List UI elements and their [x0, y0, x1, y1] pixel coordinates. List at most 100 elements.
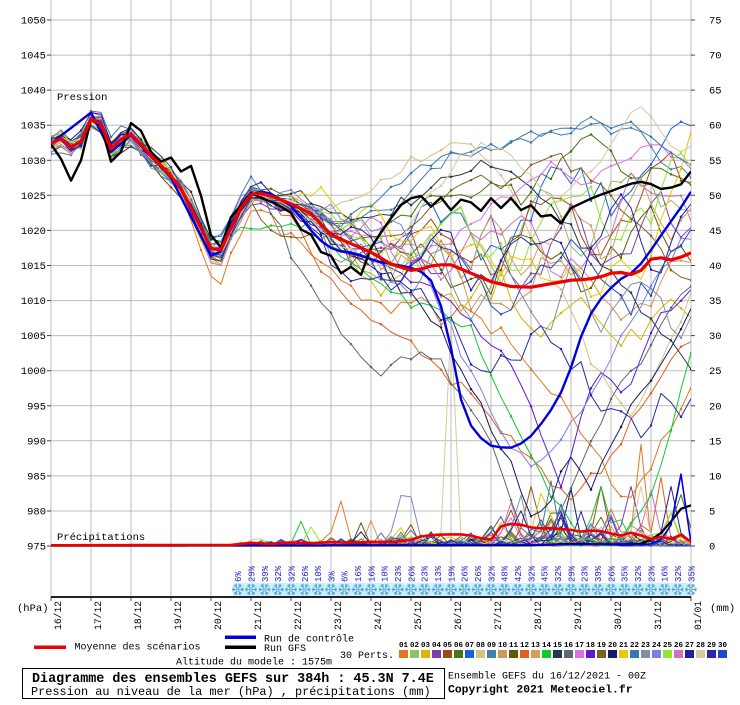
svg-text:22: 22 [630, 642, 640, 650]
svg-text:26%: 26% [474, 565, 484, 582]
svg-text:Copyright 2021 Meteociel.fr: Copyright 2021 Meteociel.fr [448, 685, 633, 697]
svg-text:985: 985 [27, 471, 46, 483]
svg-text:70: 70 [709, 51, 722, 63]
svg-text:32%: 32% [487, 565, 497, 582]
svg-text:1000: 1000 [21, 366, 46, 378]
svg-text:26: 26 [674, 642, 684, 650]
svg-text:26/12: 26/12 [453, 601, 464, 630]
svg-text:Pression: Pression [57, 92, 107, 104]
svg-text:35%: 35% [621, 565, 631, 582]
svg-text:12: 12 [520, 642, 530, 650]
svg-text:15: 15 [709, 436, 722, 448]
svg-text:0: 0 [709, 542, 715, 554]
svg-text:19: 19 [597, 642, 607, 650]
svg-text:29/12: 29/12 [573, 601, 584, 630]
svg-text:20: 20 [608, 642, 618, 650]
svg-text:11: 11 [509, 642, 519, 650]
svg-text:6%: 6% [234, 571, 244, 582]
svg-text:(hPa): (hPa) [17, 603, 49, 615]
svg-text:10%: 10% [381, 565, 391, 582]
svg-text:24: 24 [652, 642, 662, 650]
svg-text:(mm): (mm) [710, 603, 735, 615]
svg-text:48%: 48% [501, 565, 511, 582]
svg-text:1035: 1035 [21, 121, 46, 133]
svg-text:16%: 16% [367, 565, 377, 582]
svg-text:5: 5 [709, 507, 715, 519]
svg-text:26%: 26% [461, 565, 471, 582]
svg-text:1030: 1030 [21, 156, 46, 168]
svg-text:32%: 32% [274, 565, 284, 582]
svg-text:21/12: 21/12 [253, 601, 264, 630]
svg-text:19%: 19% [447, 565, 457, 582]
svg-text:Run de contrôle: Run de contrôle [264, 634, 354, 646]
svg-text:975: 975 [27, 542, 46, 554]
svg-text:30: 30 [718, 642, 728, 650]
svg-text:01/01: 01/01 [693, 601, 704, 630]
svg-text:3%: 3% [327, 571, 337, 582]
svg-text:25: 25 [663, 642, 673, 650]
svg-text:995: 995 [27, 401, 46, 413]
svg-text:32%: 32% [287, 565, 297, 582]
svg-text:Run GFS: Run GFS [264, 644, 306, 655]
svg-text:16%: 16% [661, 565, 671, 582]
svg-text:25: 25 [709, 366, 722, 378]
svg-text:1015: 1015 [21, 261, 46, 273]
svg-text:24/12: 24/12 [373, 601, 384, 630]
svg-text:17/12: 17/12 [93, 601, 104, 630]
svg-text:32%: 32% [674, 565, 684, 582]
svg-text:75: 75 [709, 16, 722, 28]
svg-text:13: 13 [531, 642, 541, 650]
svg-text:10%: 10% [314, 565, 324, 582]
svg-text:23%: 23% [647, 565, 657, 582]
svg-text:25/12: 25/12 [413, 601, 424, 630]
svg-text:60: 60 [709, 121, 722, 133]
svg-text:16: 16 [564, 642, 574, 650]
svg-text:45%: 45% [541, 565, 551, 582]
svg-text:30 Perts.: 30 Perts. [340, 651, 394, 662]
svg-text:02: 02 [410, 642, 420, 650]
svg-text:Pression au niveau de la mer (: Pression au niveau de la mer (hPa) , pré… [31, 685, 431, 699]
svg-text:1005: 1005 [21, 331, 46, 343]
svg-text:1040: 1040 [21, 86, 46, 98]
svg-text:20/12: 20/12 [213, 601, 224, 630]
svg-text:14: 14 [542, 642, 552, 650]
svg-text:19/12: 19/12 [173, 601, 184, 630]
svg-text:55: 55 [709, 156, 722, 168]
svg-text:29%: 29% [567, 565, 577, 582]
svg-text:39%: 39% [261, 565, 271, 582]
svg-text:1020: 1020 [21, 226, 46, 238]
svg-text:50: 50 [709, 191, 722, 203]
svg-text:Diagramme des ensembles GEFS s: Diagramme des ensembles GEFS sur 384h : … [32, 672, 434, 687]
svg-text:40: 40 [709, 261, 722, 273]
svg-text:27/12: 27/12 [493, 601, 504, 630]
svg-text:10: 10 [498, 642, 508, 650]
svg-text:31/12: 31/12 [653, 601, 664, 630]
svg-text:21: 21 [619, 642, 629, 650]
svg-text:32%: 32% [527, 565, 537, 582]
svg-text:27: 27 [685, 642, 694, 650]
svg-text:65: 65 [709, 86, 722, 98]
svg-text:16/12: 16/12 [53, 601, 64, 630]
svg-text:1010: 1010 [21, 296, 46, 308]
svg-text:35: 35 [709, 296, 722, 308]
svg-text:23%: 23% [394, 565, 404, 582]
svg-text:23/12: 23/12 [333, 601, 344, 630]
svg-text:30: 30 [709, 331, 722, 343]
svg-text:42%: 42% [514, 565, 524, 582]
svg-text:26%: 26% [301, 565, 311, 582]
svg-text:32%: 32% [634, 565, 644, 582]
svg-text:6%: 6% [341, 571, 351, 582]
svg-text:26%: 26% [407, 565, 417, 582]
svg-text:45: 45 [709, 226, 722, 238]
svg-text:10: 10 [709, 471, 722, 483]
svg-text:39%: 39% [594, 565, 604, 582]
svg-text:28/12: 28/12 [533, 601, 544, 630]
svg-text:990: 990 [27, 436, 46, 448]
svg-text:23: 23 [641, 642, 651, 650]
svg-text:35%: 35% [687, 565, 697, 582]
svg-text:Ensemble GEFS du 16/12/2021 -: Ensemble GEFS du 16/12/2021 - 00Z [448, 671, 646, 683]
svg-text:29%: 29% [247, 565, 257, 582]
svg-text:06: 06 [454, 642, 464, 650]
svg-text:23%: 23% [421, 565, 431, 582]
svg-text:1025: 1025 [21, 191, 46, 203]
